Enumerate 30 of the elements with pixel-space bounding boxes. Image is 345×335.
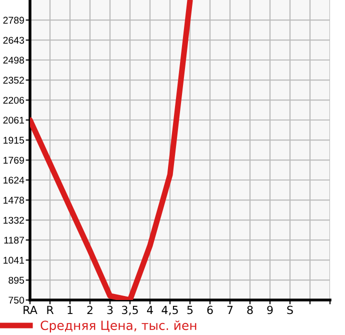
y-tick-label: 1187 <box>4 236 24 244</box>
x-tick-label: R <box>47 306 54 314</box>
x-tick-label: S <box>287 306 293 314</box>
y-tick-label: 2789 <box>3 16 24 24</box>
y-tick-label: 2498 <box>3 56 24 64</box>
x-tick-label: 6 <box>207 306 213 314</box>
x-tick-label: 2 <box>87 306 92 314</box>
y-tick-label: 2206 <box>3 96 24 104</box>
x-tick-label: 8 <box>247 306 253 314</box>
y-tick-label: 2061 <box>3 116 24 124</box>
x-tick-label: 4 <box>147 306 153 314</box>
y-tick-label: 1332 <box>4 216 24 224</box>
x-tick-label: 3 <box>107 306 113 314</box>
x-tick-label: 7 <box>227 306 233 314</box>
y-tick-label: 2643 <box>3 36 24 44</box>
x-tick-label: 4,5 <box>162 306 178 316</box>
x-tick-label: 9 <box>267 306 273 314</box>
y-tick-label: 1478 <box>4 196 24 204</box>
x-tick-label: 3,5 <box>122 306 138 316</box>
y-tick-label: 1915 <box>4 136 24 144</box>
y-tick-label: 2352 <box>3 76 24 84</box>
x-tick-label: 1 <box>68 306 73 314</box>
x-tick-label: 5 <box>187 306 193 314</box>
y-tick-label: 895 <box>8 276 24 284</box>
y-tick-label: 1041 <box>4 256 24 264</box>
x-tick-label: RA <box>24 306 38 314</box>
y-tick-label: 750 <box>8 296 24 304</box>
y-tick-label: 1769 <box>4 156 24 164</box>
y-tick-label: 1624 <box>4 176 24 184</box>
legend-label: Средняя Цена, тыс. йен <box>40 320 196 332</box>
